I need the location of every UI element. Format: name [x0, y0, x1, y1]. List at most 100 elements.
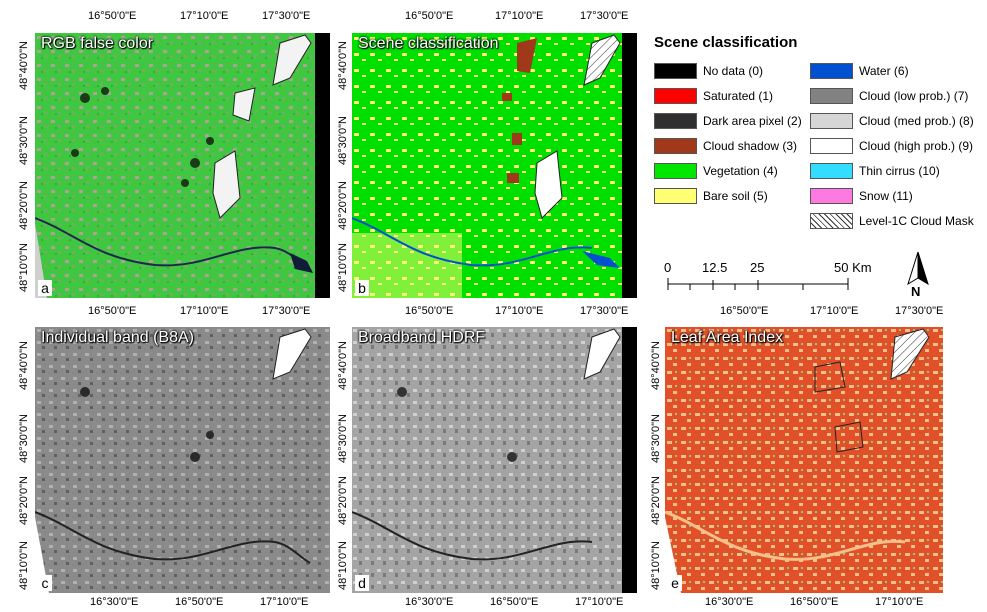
legend-swatch	[810, 213, 853, 229]
lon-tick: 17°30'0"E	[262, 305, 311, 317]
lon-tick: 17°10'0"E	[495, 10, 544, 22]
legend-label: No data (0)	[703, 64, 764, 78]
lon-tick: 17°10'0"E	[875, 596, 924, 608]
lon-tick: 16°30'0"E	[405, 596, 454, 608]
lon-tick: 16°50'0"E	[490, 596, 539, 608]
panel-letter: e	[668, 575, 682, 591]
lon-tick: 16°50'0"E	[405, 10, 454, 22]
lat-tick: 48°10'0"N	[650, 541, 662, 590]
lon-tick: 16°30'0"E	[705, 596, 754, 608]
legend-swatch	[654, 113, 697, 129]
lon-tick: 16°50'0"E	[790, 596, 839, 608]
panel-title: Individual band (B8A)	[41, 329, 194, 346]
legend-swatch	[810, 138, 853, 154]
lon-tick: 17°30'0"E	[580, 10, 629, 22]
scale-label: 12.5	[702, 260, 728, 275]
lat-tick: 48°10'0"N	[337, 243, 349, 292]
panel-title: Leaf Area Index	[671, 329, 784, 346]
legend-label: Saturated (1)	[703, 89, 774, 103]
legend-label: Vegetation (4)	[703, 164, 778, 178]
legend-label: Cloud (high prob.) (9)	[859, 139, 974, 153]
legend-swatch	[654, 138, 697, 154]
legend-item: Cloud (high prob.) (9)	[810, 137, 973, 155]
panel-title: Scene classification	[358, 35, 499, 52]
legend-label: Dark area pixel (2)	[703, 114, 802, 128]
lat-tick: 48°30'0"N	[337, 414, 349, 463]
legend-title: Scene classification	[654, 34, 798, 51]
lon-tick: 17°10'0"E	[180, 305, 229, 317]
lat-tick: 48°30'0"N	[337, 116, 349, 165]
lat-tick: 48°20'0"N	[650, 476, 662, 525]
lon-tick: 17°30'0"E	[262, 10, 311, 22]
legend-label: Level-1C Cloud Mask	[859, 214, 974, 228]
legend-swatch	[654, 188, 697, 204]
legend-swatch	[810, 113, 853, 129]
lat-tick: 48°20'0"N	[337, 181, 349, 230]
legend-item: Cloud (med prob.) (8)	[810, 112, 974, 130]
lat-tick: 48°10'0"N	[18, 541, 30, 590]
lat-tick: 48°20'0"N	[18, 181, 30, 230]
legend-item: Vegetation (4)	[654, 162, 778, 180]
legend-item: Cloud shadow (3)	[654, 137, 797, 155]
legend-item: Thin cirrus (10)	[810, 162, 940, 180]
lon-tick: 17°10'0"E	[180, 10, 229, 22]
north-label: N	[911, 284, 921, 299]
panel-letter: a	[38, 280, 52, 296]
lon-tick: 16°50'0"E	[405, 305, 454, 317]
legend-swatch	[654, 163, 697, 179]
panel-letter: b	[355, 280, 369, 296]
panel-title: Broadband HDRF	[358, 329, 486, 346]
panel-individual-band: Individual band (B8A) c	[35, 327, 330, 593]
legend-swatch	[810, 163, 853, 179]
lat-tick: 48°20'0"N	[18, 476, 30, 525]
lon-tick: 16°50'0"E	[88, 305, 137, 317]
lat-tick: 48°10'0"N	[337, 541, 349, 590]
lon-tick: 16°30'0"E	[90, 596, 139, 608]
legend-label: Water (6)	[859, 64, 909, 78]
legend-item: Water (6)	[810, 62, 909, 80]
lat-tick: 48°20'0"N	[337, 476, 349, 525]
panel-letter: c	[38, 575, 52, 591]
scale-label: 25	[750, 260, 765, 275]
legend-item: Level-1C Cloud Mask	[810, 212, 974, 230]
panel-scene-classification: Scene classification b	[352, 33, 637, 298]
legend-label: Cloud shadow (3)	[703, 139, 798, 153]
lat-tick: 48°30'0"N	[18, 414, 30, 463]
legend-swatch	[654, 63, 697, 79]
legend-label: Thin cirrus (10)	[859, 164, 940, 178]
lon-tick: 17°10'0"E	[495, 305, 544, 317]
lon-tick: 17°10'0"E	[810, 305, 859, 317]
panel-broadband-hdrf: Broadband HDRF d	[352, 327, 637, 593]
lat-tick: 48°40'0"N	[337, 41, 349, 90]
legend-item: Snow (11)	[810, 187, 913, 205]
legend-swatch	[810, 63, 853, 79]
lon-tick: 17°10'0"E	[575, 596, 624, 608]
lon-tick: 17°30'0"E	[580, 305, 629, 317]
legend-item: Saturated (1)	[654, 87, 773, 105]
lon-tick: 17°10'0"E	[260, 596, 309, 608]
scale-label: 50 Km	[834, 260, 872, 275]
lon-tick: 16°50'0"E	[720, 305, 769, 317]
legend-swatch	[810, 88, 853, 104]
legend-item: Dark area pixel (2)	[654, 112, 802, 130]
lat-tick: 48°10'0"N	[18, 243, 30, 292]
lat-tick: 48°40'0"N	[18, 41, 30, 90]
scale-bar: 0 12.5 25 50 Km	[662, 258, 872, 308]
legend-swatch	[654, 88, 697, 104]
legend-item: No data (0)	[654, 62, 763, 80]
north-arrow-icon: N	[900, 250, 936, 302]
panel-rgb-false-color: RGB false color a	[35, 33, 330, 298]
lon-tick: 16°50'0"E	[175, 596, 224, 608]
lon-tick: 16°50'0"E	[88, 10, 137, 22]
lat-tick: 48°40'0"N	[337, 341, 349, 390]
legend-label: Snow (11)	[859, 189, 913, 203]
lat-tick: 48°40'0"N	[650, 341, 662, 390]
lat-tick: 48°40'0"N	[18, 341, 30, 390]
legend-swatch	[810, 188, 853, 204]
legend-item: Bare soil (5)	[654, 187, 768, 205]
lat-tick: 48°30'0"N	[650, 414, 662, 463]
lon-tick: 17°30'0"E	[895, 305, 944, 317]
legend-label: Bare soil (5)	[703, 189, 768, 203]
lat-tick: 48°30'0"N	[18, 116, 30, 165]
panel-letter: d	[355, 575, 369, 591]
